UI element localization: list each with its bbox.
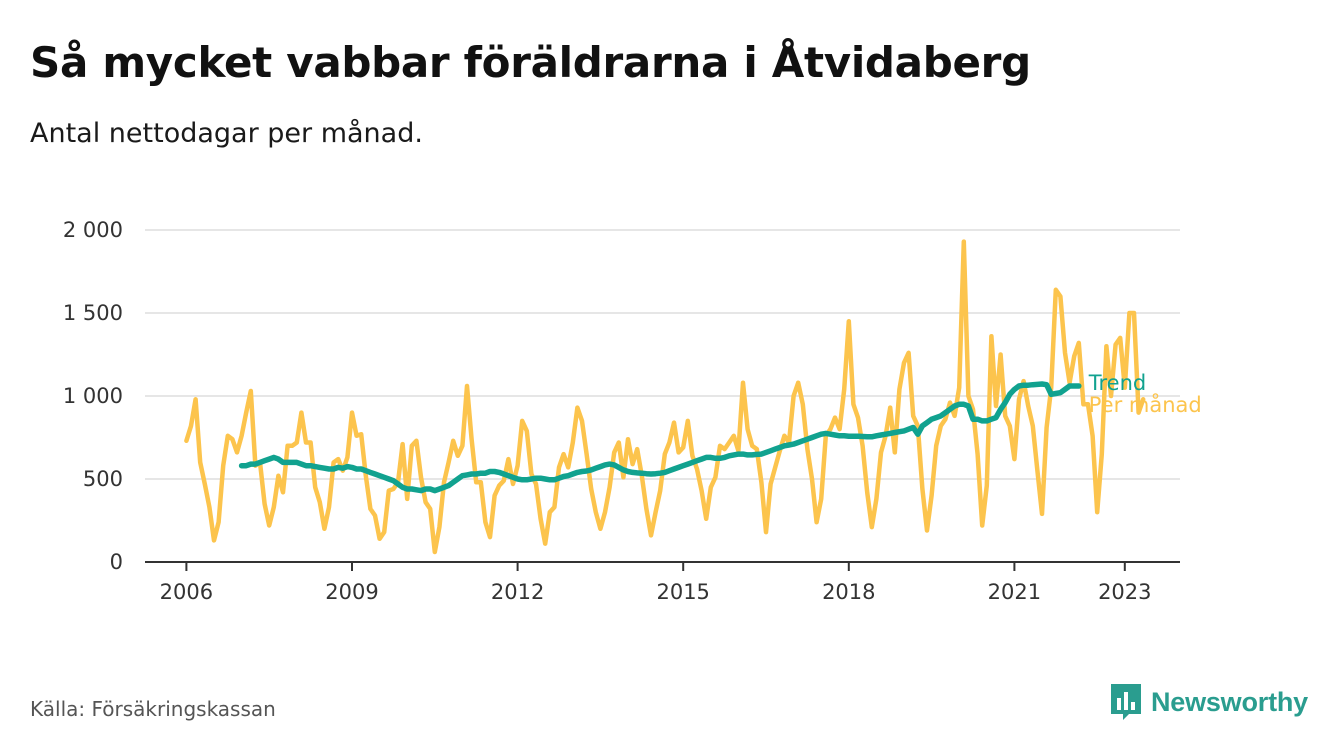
y-tick-label: 0	[110, 550, 123, 574]
chart-subtitle: Antal nettodagar per månad.	[30, 118, 423, 149]
y-tick-label: 500	[83, 467, 123, 491]
x-tick-label: 2006	[160, 580, 213, 604]
x-axis: 2006 2009 2012 2015 2018 2021 2023	[160, 562, 1152, 604]
y-axis: 0 500 1 000 1 500 2 000	[63, 218, 123, 574]
y-tick-label: 1 000	[63, 384, 123, 408]
x-tick-label: 2018	[822, 580, 875, 604]
trend-series-line	[238, 381, 1082, 494]
monthly-series-label: Per månad	[1089, 392, 1202, 417]
bar-chart-speech-bubble-icon	[1110, 684, 1141, 720]
x-tick-label: 2012	[491, 580, 544, 604]
y-tick-label: 1 500	[63, 301, 123, 325]
brand-name: Newsworthy	[1150, 686, 1308, 717]
chart-title: Så mycket vabbar föräldrarna i Åtvidaber…	[30, 38, 1031, 87]
x-tick-label: 2023	[1098, 580, 1151, 604]
y-tick-label: 2 000	[63, 218, 123, 242]
brand-logo[interactable]: Newsworthy	[1109, 682, 1308, 722]
series-lines	[184, 239, 1146, 555]
monthly-series-line	[184, 239, 1146, 555]
x-tick-label: 2009	[325, 580, 378, 604]
x-tick-label: 2021	[988, 580, 1041, 604]
source-note: Källa: Försäkringskassan	[30, 697, 276, 721]
trend-series-label: Trend	[1088, 371, 1146, 395]
x-tick-label: 2015	[656, 580, 709, 604]
